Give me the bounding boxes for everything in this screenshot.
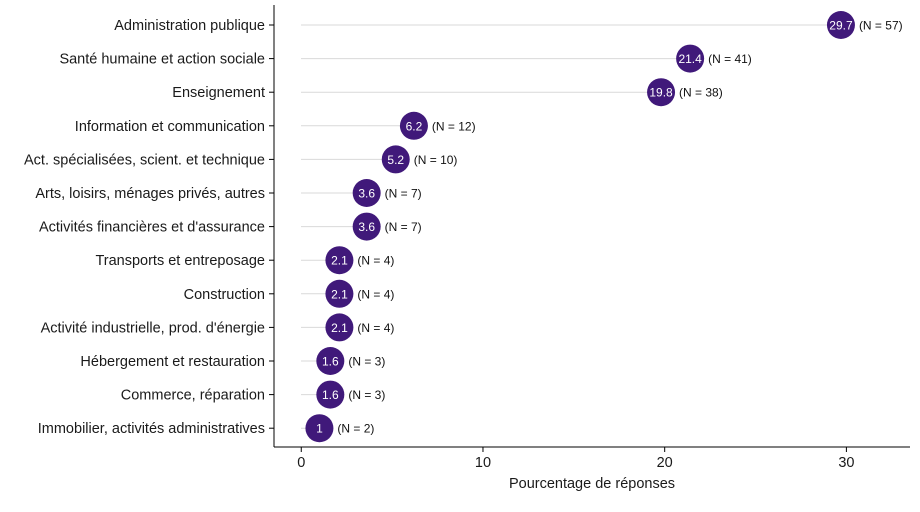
category-label: Arts, loisirs, ménages privés, autres bbox=[35, 186, 265, 202]
category-label: Santé humaine et action sociale bbox=[59, 52, 265, 68]
x-tick-label: 10 bbox=[475, 455, 491, 471]
value-label: 1 bbox=[316, 422, 323, 436]
data-point bbox=[381, 145, 410, 174]
category-label: Construction bbox=[184, 287, 265, 303]
category-label: Activité industrielle, prod. d'énergie bbox=[41, 320, 265, 336]
count-label: (N = 57) bbox=[859, 19, 903, 33]
category-label: Enseignement bbox=[172, 85, 265, 101]
count-label: (N = 7) bbox=[385, 187, 422, 201]
category-label: Immobilier, activités administratives bbox=[38, 421, 265, 437]
count-label: (N = 3) bbox=[348, 355, 385, 369]
data-point bbox=[647, 78, 676, 107]
count-label: (N = 12) bbox=[432, 119, 476, 133]
count-label: (N = 2) bbox=[337, 422, 374, 436]
value-label: 2.1 bbox=[331, 321, 348, 335]
count-label: (N = 4) bbox=[357, 254, 394, 268]
value-label: 3.6 bbox=[358, 187, 375, 201]
category-label: Commerce, réparation bbox=[121, 388, 265, 404]
count-label: (N = 7) bbox=[385, 220, 422, 234]
value-label: 6.2 bbox=[406, 119, 423, 133]
count-label: (N = 4) bbox=[357, 321, 394, 335]
count-label: (N = 10) bbox=[414, 153, 458, 167]
x-axis-title: Pourcentage de réponses bbox=[509, 476, 675, 492]
category-label: Activités financières et d'assurance bbox=[39, 220, 265, 236]
count-label: (N = 4) bbox=[357, 287, 394, 301]
x-tick-label: 30 bbox=[838, 455, 854, 471]
x-ticks-layer: 0 10 20 30 bbox=[297, 447, 854, 471]
count-label: (N = 3) bbox=[348, 388, 385, 402]
category-label: Transports et entreposage bbox=[95, 253, 265, 269]
data-point bbox=[316, 347, 345, 375]
category-label: Information et communication bbox=[75, 119, 265, 135]
value-label: 1.6 bbox=[322, 355, 339, 369]
data-point bbox=[399, 111, 428, 140]
value-label: 1.6 bbox=[322, 388, 339, 402]
data-point bbox=[316, 380, 345, 409]
value-label: 19.8 bbox=[649, 86, 673, 100]
count-label: (N = 41) bbox=[708, 52, 752, 66]
value-label: 3.6 bbox=[358, 220, 375, 234]
axes-layer bbox=[273, 5, 910, 448]
count-label: (N = 38) bbox=[679, 86, 723, 100]
data-point bbox=[352, 212, 381, 241]
category-label: Act. spécialisées, scient. et technique bbox=[24, 152, 265, 168]
category-label: Hébergement et restauration bbox=[80, 354, 265, 370]
value-label: 5.2 bbox=[387, 153, 404, 167]
x-tick-label: 20 bbox=[657, 455, 673, 471]
data-point bbox=[325, 246, 354, 275]
category-labels-layer: Administration publique Santé humaine et … bbox=[24, 18, 274, 437]
value-label: 29.7 bbox=[829, 19, 853, 33]
category-label: Administration publique bbox=[114, 18, 265, 34]
points-layer: 29.7 (N = 57) 21.4 (N = 41) 19.8 (N = 38) 6.2 (… bbox=[305, 11, 903, 443]
x-tick-label: 0 bbox=[297, 455, 305, 471]
value-label: 21.4 bbox=[678, 52, 702, 66]
data-point bbox=[325, 279, 354, 308]
value-label: 2.1 bbox=[331, 254, 348, 268]
data-point bbox=[305, 414, 334, 443]
value-label: 2.1 bbox=[331, 287, 348, 301]
data-point bbox=[676, 44, 705, 73]
data-point bbox=[325, 313, 354, 342]
data-point bbox=[352, 179, 381, 207]
data-point bbox=[826, 11, 855, 39]
